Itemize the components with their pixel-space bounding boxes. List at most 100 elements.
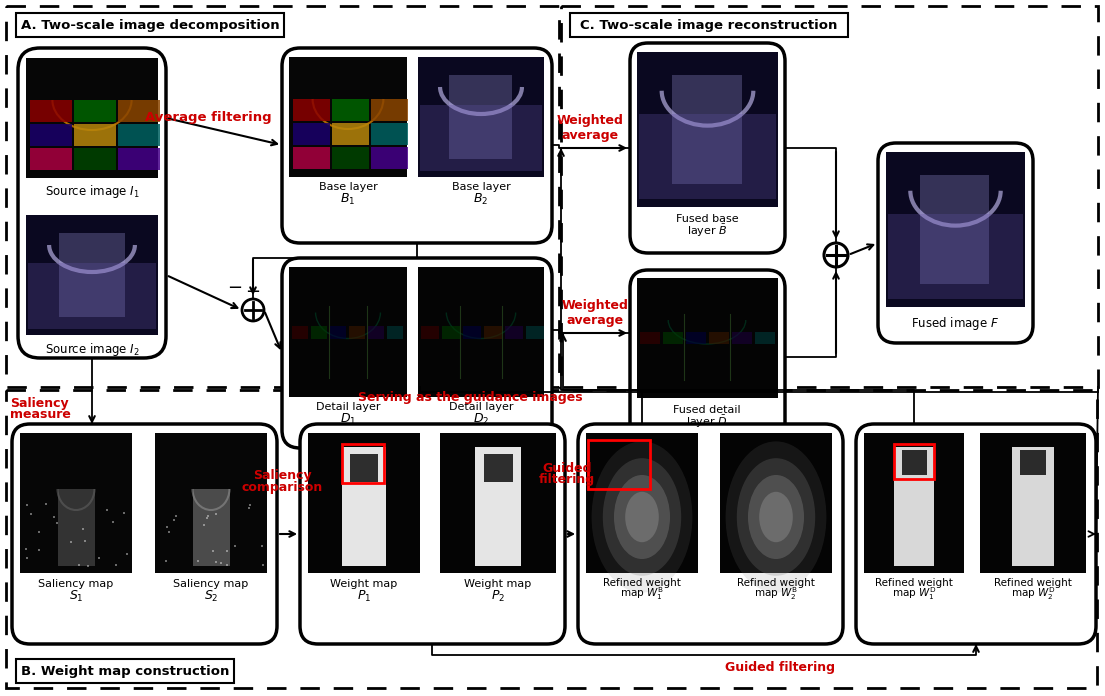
Bar [330, 326, 346, 338]
Bar [126, 553, 128, 555]
Bar [980, 433, 1086, 573]
Text: Weighted
average: Weighted average [561, 299, 629, 327]
Ellipse shape [748, 475, 804, 559]
Text: $S_2$: $S_2$ [203, 588, 219, 603]
Bar [234, 545, 236, 547]
Bar [6, 390, 1097, 688]
Bar [640, 332, 660, 344]
Text: Weight map: Weight map [330, 579, 398, 589]
Bar [636, 52, 778, 207]
Bar [526, 326, 544, 338]
Bar [28, 263, 156, 329]
Bar [70, 541, 72, 543]
Bar [449, 75, 512, 159]
Bar [118, 124, 160, 145]
Bar [220, 562, 222, 564]
Bar [371, 123, 408, 145]
Bar [56, 522, 57, 524]
FancyBboxPatch shape [12, 424, 277, 644]
Bar [588, 440, 650, 489]
Bar [74, 124, 116, 145]
FancyBboxPatch shape [856, 424, 1096, 644]
Bar [38, 549, 40, 551]
Bar [387, 326, 403, 338]
Bar [293, 123, 330, 145]
Bar [894, 447, 934, 566]
Text: Refined weight: Refined weight [603, 578, 681, 588]
Bar [371, 147, 408, 168]
Bar [82, 528, 84, 530]
Bar [53, 516, 55, 518]
Bar [1012, 447, 1054, 566]
Bar [27, 215, 158, 335]
Bar [371, 99, 408, 120]
Bar [311, 326, 327, 338]
Bar [888, 214, 1023, 299]
Bar [27, 58, 158, 178]
Bar [420, 105, 541, 171]
Text: map $W_1^{\mathrm{D}}$: map $W_1^{\mathrm{D}}$ [892, 585, 936, 603]
Bar [261, 545, 263, 547]
Bar [332, 123, 369, 145]
Bar [25, 548, 27, 550]
Bar [84, 540, 86, 542]
Bar [115, 564, 117, 566]
Bar [440, 433, 556, 573]
Bar [709, 332, 729, 344]
Bar [206, 517, 208, 519]
Bar [30, 148, 72, 170]
Ellipse shape [625, 492, 659, 542]
Bar [290, 267, 407, 397]
Text: Base layer: Base layer [318, 182, 378, 192]
Text: Saliency: Saliency [10, 397, 69, 409]
Bar [155, 433, 267, 573]
Bar [118, 100, 160, 122]
FancyBboxPatch shape [578, 424, 843, 644]
Bar [74, 148, 116, 170]
FancyBboxPatch shape [282, 258, 552, 448]
Bar [332, 147, 369, 168]
Text: Weighted
average: Weighted average [557, 114, 623, 142]
Ellipse shape [759, 492, 792, 542]
Bar [463, 326, 481, 338]
Bar [112, 521, 114, 523]
Bar [886, 152, 1025, 307]
Bar [293, 147, 330, 168]
Bar [894, 444, 934, 480]
Text: layer $\bar{B}$: layer $\bar{B}$ [687, 223, 727, 239]
Text: B. Weight map construction: B. Weight map construction [21, 665, 229, 677]
Bar [421, 326, 439, 338]
Bar [418, 57, 544, 177]
Bar [663, 332, 683, 344]
Bar [864, 433, 964, 573]
Bar [166, 526, 168, 528]
Text: Source image $I_1$: Source image $I_1$ [44, 184, 139, 200]
Bar [173, 519, 175, 521]
Bar [123, 512, 125, 514]
Ellipse shape [603, 458, 681, 576]
Bar [203, 524, 206, 526]
FancyBboxPatch shape [18, 48, 166, 358]
Text: Saliency map: Saliency map [173, 579, 249, 589]
Text: −: − [228, 279, 243, 297]
Text: $D_1$: $D_1$ [340, 411, 356, 427]
Bar [920, 175, 989, 284]
Text: Weight map: Weight map [464, 579, 532, 589]
Bar [30, 100, 72, 122]
Bar [193, 489, 230, 566]
Bar [308, 433, 420, 573]
Ellipse shape [726, 441, 827, 592]
Bar [686, 332, 706, 344]
Bar [475, 447, 520, 566]
Bar [74, 100, 116, 122]
Bar [343, 447, 386, 566]
Text: $B_1$: $B_1$ [340, 191, 356, 207]
Bar [87, 565, 90, 567]
Bar [672, 75, 741, 184]
Text: map $W_2^{\mathrm{D}}$: map $W_2^{\mathrm{D}}$ [1011, 585, 1055, 603]
Bar [30, 513, 32, 515]
Bar [38, 531, 40, 533]
Ellipse shape [614, 475, 670, 559]
Text: $P_1$: $P_1$ [357, 588, 371, 603]
Ellipse shape [737, 458, 815, 576]
